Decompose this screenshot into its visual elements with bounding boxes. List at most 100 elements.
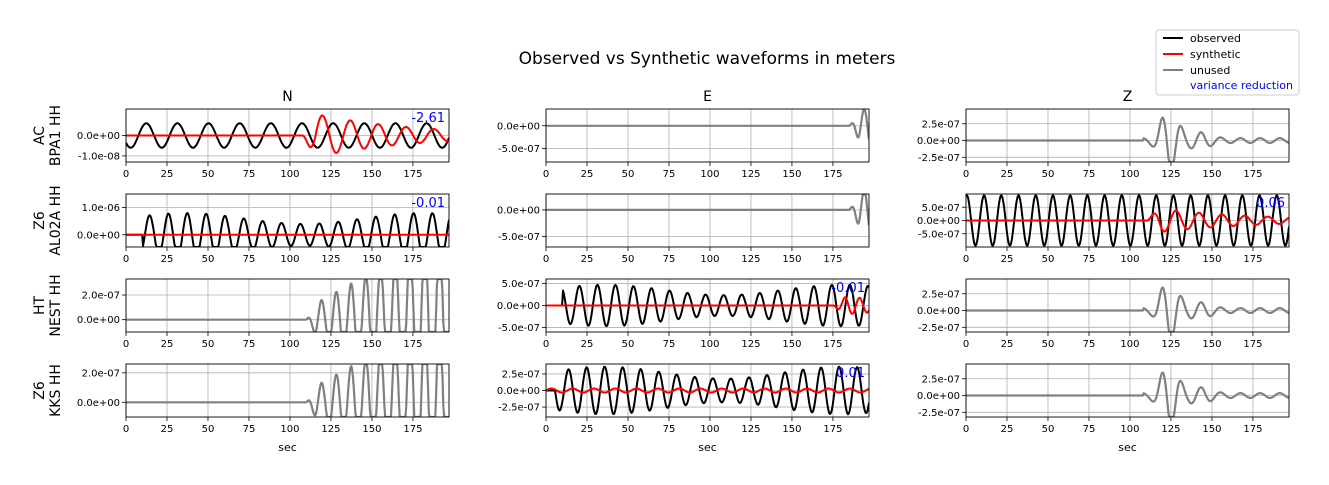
x-tick-label: 0: [123, 169, 129, 180]
panel-r2-c0: 0 25 50 75 100 125 150 175 2.0e-07 0.0e+00: [77, 278, 450, 350]
panel-background: [126, 279, 449, 332]
x-tick-label: 75: [1083, 169, 1096, 180]
observed-trace: [126, 212, 449, 247]
x-tick-label: 75: [243, 339, 256, 350]
trace-group: [126, 212, 449, 247]
x-tick-label: 0: [123, 424, 129, 435]
trace-group: [546, 109, 869, 140]
x-tick-label: 100: [700, 169, 719, 180]
row-station-label: NEST HH: [48, 274, 64, 336]
x-tick-label: 100: [1120, 169, 1139, 180]
trace-group: [126, 114, 449, 154]
x-tick-label: 150: [782, 169, 801, 180]
panel-r1-c2: 0 25 50 75 100 125 150 175 5.0e-07 0.0e+00 -5.0e-0…: [917, 193, 1290, 265]
trace-group: [126, 364, 449, 417]
trace-group: [126, 279, 449, 332]
x-tick-label: 25: [1001, 169, 1014, 180]
y-tick-label: 0.0e+00: [917, 391, 960, 402]
observed-trace: [966, 194, 1289, 247]
x-tick-label: 75: [243, 254, 256, 265]
x-tick-label: 0: [963, 254, 969, 265]
trace-group: [546, 365, 869, 416]
x-tick-label: 0: [123, 254, 129, 265]
trace-group: [966, 194, 1289, 247]
x-tick-label: 175: [403, 254, 422, 265]
x-tick-label: 150: [782, 254, 801, 265]
x-tick-label: 0: [543, 424, 549, 435]
x-tick-label: 125: [1161, 169, 1180, 180]
panel-r1-c0: 0 25 50 75 100 125 150 175 1.0e-06 0.0e+00 -0.01: [77, 193, 450, 265]
x-tick-label: 100: [280, 169, 299, 180]
unused-trace: [546, 109, 869, 140]
synthetic-trace: [126, 114, 449, 154]
column-header-n: N: [282, 89, 292, 105]
x-tick-label: 100: [700, 254, 719, 265]
y-tick-label: -5.0e-07: [498, 144, 540, 155]
panel-background: [546, 109, 869, 162]
row-network-label: Z6: [32, 211, 48, 230]
x-tick-label: 75: [663, 339, 676, 350]
x-tick-label: 50: [622, 424, 635, 435]
row-label-1: Z6 AL02A HH: [32, 185, 64, 255]
x-tick-label: 0: [963, 424, 969, 435]
y-tick-label: 0.0e+00: [497, 121, 540, 132]
panel-frame: [545, 278, 870, 333]
x-tick-label: 175: [823, 424, 842, 435]
y-tick-label: 0.0e+00: [497, 301, 540, 312]
x-tick-label: 50: [1042, 169, 1055, 180]
x-tick-label: 175: [1243, 424, 1262, 435]
x-tick-label: 50: [202, 339, 215, 350]
x-tick-label: 25: [581, 339, 594, 350]
row-network-label: Z6: [32, 381, 48, 400]
x-tick-label: 50: [202, 424, 215, 435]
x-tick-label: 25: [581, 169, 594, 180]
panel-background: [966, 364, 1289, 417]
x-tick-label: 0: [543, 254, 549, 265]
column-header-z: Z: [1123, 89, 1133, 105]
panel-background: [126, 364, 449, 417]
x-tick-label: 175: [823, 339, 842, 350]
y-tick-label: -5.0e-07: [918, 229, 960, 240]
x-tick-label: 75: [243, 424, 256, 435]
unused-trace: [966, 116, 1289, 162]
y-tick-label: 0.0e+00: [917, 216, 960, 227]
x-tick-label: 25: [581, 424, 594, 435]
y-tick-label: -1.0e-08: [78, 151, 120, 162]
x-tick-label: 0: [963, 169, 969, 180]
variance-reduction-value: -0.01: [831, 281, 865, 296]
x-tick-label: 100: [700, 424, 719, 435]
synthetic-trace: [966, 209, 1289, 233]
variance-reduction-value: -2.61: [411, 111, 445, 126]
y-tick-label: -2.5e-07: [918, 153, 960, 164]
x-tick-label: 175: [1243, 339, 1262, 350]
panel-r2-c2: 0 25 50 75 100 125 150 175 2.5e-07 0.0e+00 -2.5e-0…: [917, 278, 1290, 350]
panel-frame: [125, 108, 450, 163]
y-tick-label: -2.5e-07: [918, 408, 960, 419]
x-tick-label: 75: [1083, 254, 1096, 265]
x-tick-label: 50: [1042, 254, 1055, 265]
unused-trace: [966, 286, 1289, 332]
x-tick-label: 75: [1083, 339, 1096, 350]
y-tick-label: 0.0e+00: [77, 230, 120, 241]
legend-unused-label: unused: [1190, 64, 1230, 77]
y-tick-label: 0.0e+00: [917, 306, 960, 317]
x-tick-label: 175: [823, 254, 842, 265]
unused-trace: [546, 194, 869, 226]
x-tick-label: 150: [362, 254, 381, 265]
x-tick-label: 25: [161, 339, 174, 350]
x-tick-label: 150: [782, 339, 801, 350]
x-tick-label: 100: [280, 254, 299, 265]
panel-r2-c1: 0 25 50 75 100 125 150 175 5.0e-07 0.0e+00 -5.0e-0…: [497, 278, 870, 350]
y-tick-label: 2.0e-07: [82, 291, 120, 302]
trace-group: [546, 283, 869, 328]
x-tick-label: 150: [1202, 339, 1221, 350]
y-tick-label: -2.5e-07: [498, 403, 540, 414]
panel-frame: [965, 193, 1290, 248]
y-tick-label: 2.5e-07: [922, 289, 960, 300]
y-tick-label: -5.0e-07: [498, 323, 540, 334]
synthetic-trace: [546, 296, 869, 315]
unused-trace: [966, 371, 1289, 417]
x-tick-label: 0: [963, 339, 969, 350]
x-tick-label: 25: [1001, 339, 1014, 350]
x-tick-label: 125: [741, 424, 760, 435]
